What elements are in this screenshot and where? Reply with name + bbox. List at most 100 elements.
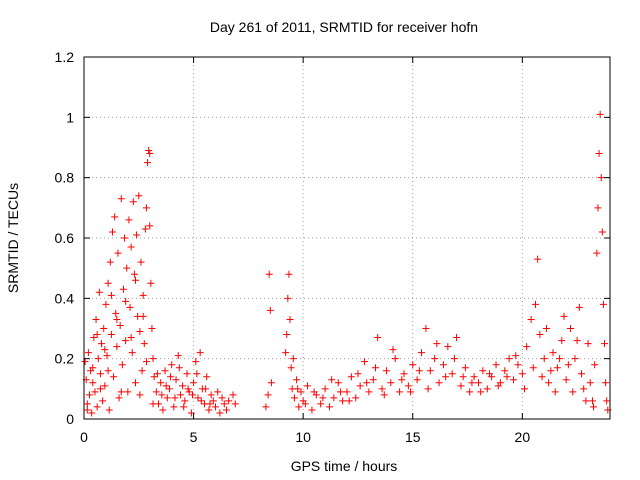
data-point <box>188 391 196 399</box>
data-point <box>95 288 103 296</box>
data-point <box>289 355 297 363</box>
data-point <box>413 376 421 384</box>
data-point <box>113 343 121 351</box>
data-point <box>159 406 167 414</box>
data-point <box>542 325 550 332</box>
data-point <box>262 403 270 411</box>
data-point <box>330 394 338 402</box>
data-point <box>101 346 109 354</box>
data-point <box>121 234 129 242</box>
data-point <box>113 315 121 323</box>
y-tick-label: 1.2 <box>55 49 75 65</box>
data-point <box>603 397 611 405</box>
data-point <box>150 373 158 381</box>
data-point <box>181 397 189 405</box>
data-point <box>103 352 111 360</box>
data-point <box>84 349 92 357</box>
data-point <box>89 364 97 372</box>
data-point <box>163 394 171 402</box>
data-point <box>578 370 586 378</box>
data-point <box>407 388 415 396</box>
data-point <box>545 379 553 387</box>
data-point <box>139 291 147 299</box>
data-point <box>205 406 213 414</box>
data-point <box>444 343 452 351</box>
data-point <box>304 382 312 390</box>
data-point <box>598 228 606 236</box>
data-point <box>547 367 555 375</box>
data-point <box>356 382 364 390</box>
data-point <box>144 159 152 167</box>
y-tick-label: 0.4 <box>55 290 75 306</box>
data-point <box>85 391 93 399</box>
data-point <box>391 355 399 363</box>
x-tick-label: 10 <box>295 429 311 445</box>
data-point <box>107 331 115 339</box>
data-point <box>81 358 89 366</box>
data-point <box>573 337 581 345</box>
data-point <box>168 361 176 369</box>
x-tick-label: 0 <box>80 429 88 445</box>
data-point <box>556 355 564 363</box>
data-point <box>137 258 145 266</box>
data-point <box>352 394 360 402</box>
data-point <box>477 388 485 396</box>
data-point <box>98 340 106 348</box>
data-point <box>586 379 594 387</box>
data-point <box>135 192 143 200</box>
data-point <box>503 373 511 381</box>
data-point <box>117 195 125 203</box>
data-point <box>111 213 119 221</box>
data-point <box>194 394 202 402</box>
data-point <box>512 352 520 360</box>
data-point <box>599 300 607 308</box>
data-point <box>148 325 156 332</box>
data-point <box>172 376 180 384</box>
data-point <box>536 331 544 339</box>
data-point <box>153 370 161 378</box>
data-point <box>345 397 353 405</box>
data-point <box>106 258 114 266</box>
data-point <box>354 370 362 378</box>
data-point <box>400 370 408 378</box>
data-point <box>184 385 192 393</box>
data-point <box>343 388 351 396</box>
data-point <box>595 150 603 158</box>
data-point <box>138 367 146 375</box>
y-tick-label: 0.6 <box>55 230 75 246</box>
data-point <box>285 270 293 278</box>
data-point <box>129 198 137 206</box>
data-point <box>222 406 230 414</box>
data-point <box>582 397 590 405</box>
data-point <box>584 340 592 348</box>
data-point <box>282 349 290 357</box>
data-point <box>141 225 149 233</box>
data-point <box>415 367 423 375</box>
data-point <box>264 391 272 399</box>
data-point <box>91 388 99 396</box>
data-point <box>492 361 500 369</box>
data-point <box>426 367 434 375</box>
data-point <box>127 334 135 342</box>
data-point <box>214 388 222 396</box>
x-tick-label: 5 <box>190 429 198 445</box>
data-point <box>564 361 572 369</box>
data-point <box>197 397 205 405</box>
data-point <box>132 379 140 387</box>
data-point <box>157 379 165 387</box>
data-point <box>459 373 467 381</box>
data-point <box>461 364 469 372</box>
data-point <box>294 385 302 393</box>
data-point <box>369 376 377 384</box>
data-point <box>225 397 233 405</box>
data-point <box>158 391 166 399</box>
data-point <box>580 385 588 393</box>
data-point <box>317 400 325 408</box>
data-point <box>514 361 522 369</box>
data-point <box>396 388 404 396</box>
data-point <box>529 364 537 372</box>
data-point <box>114 249 122 257</box>
data-point <box>140 340 148 348</box>
data-point <box>146 150 154 158</box>
data-point <box>183 370 191 378</box>
